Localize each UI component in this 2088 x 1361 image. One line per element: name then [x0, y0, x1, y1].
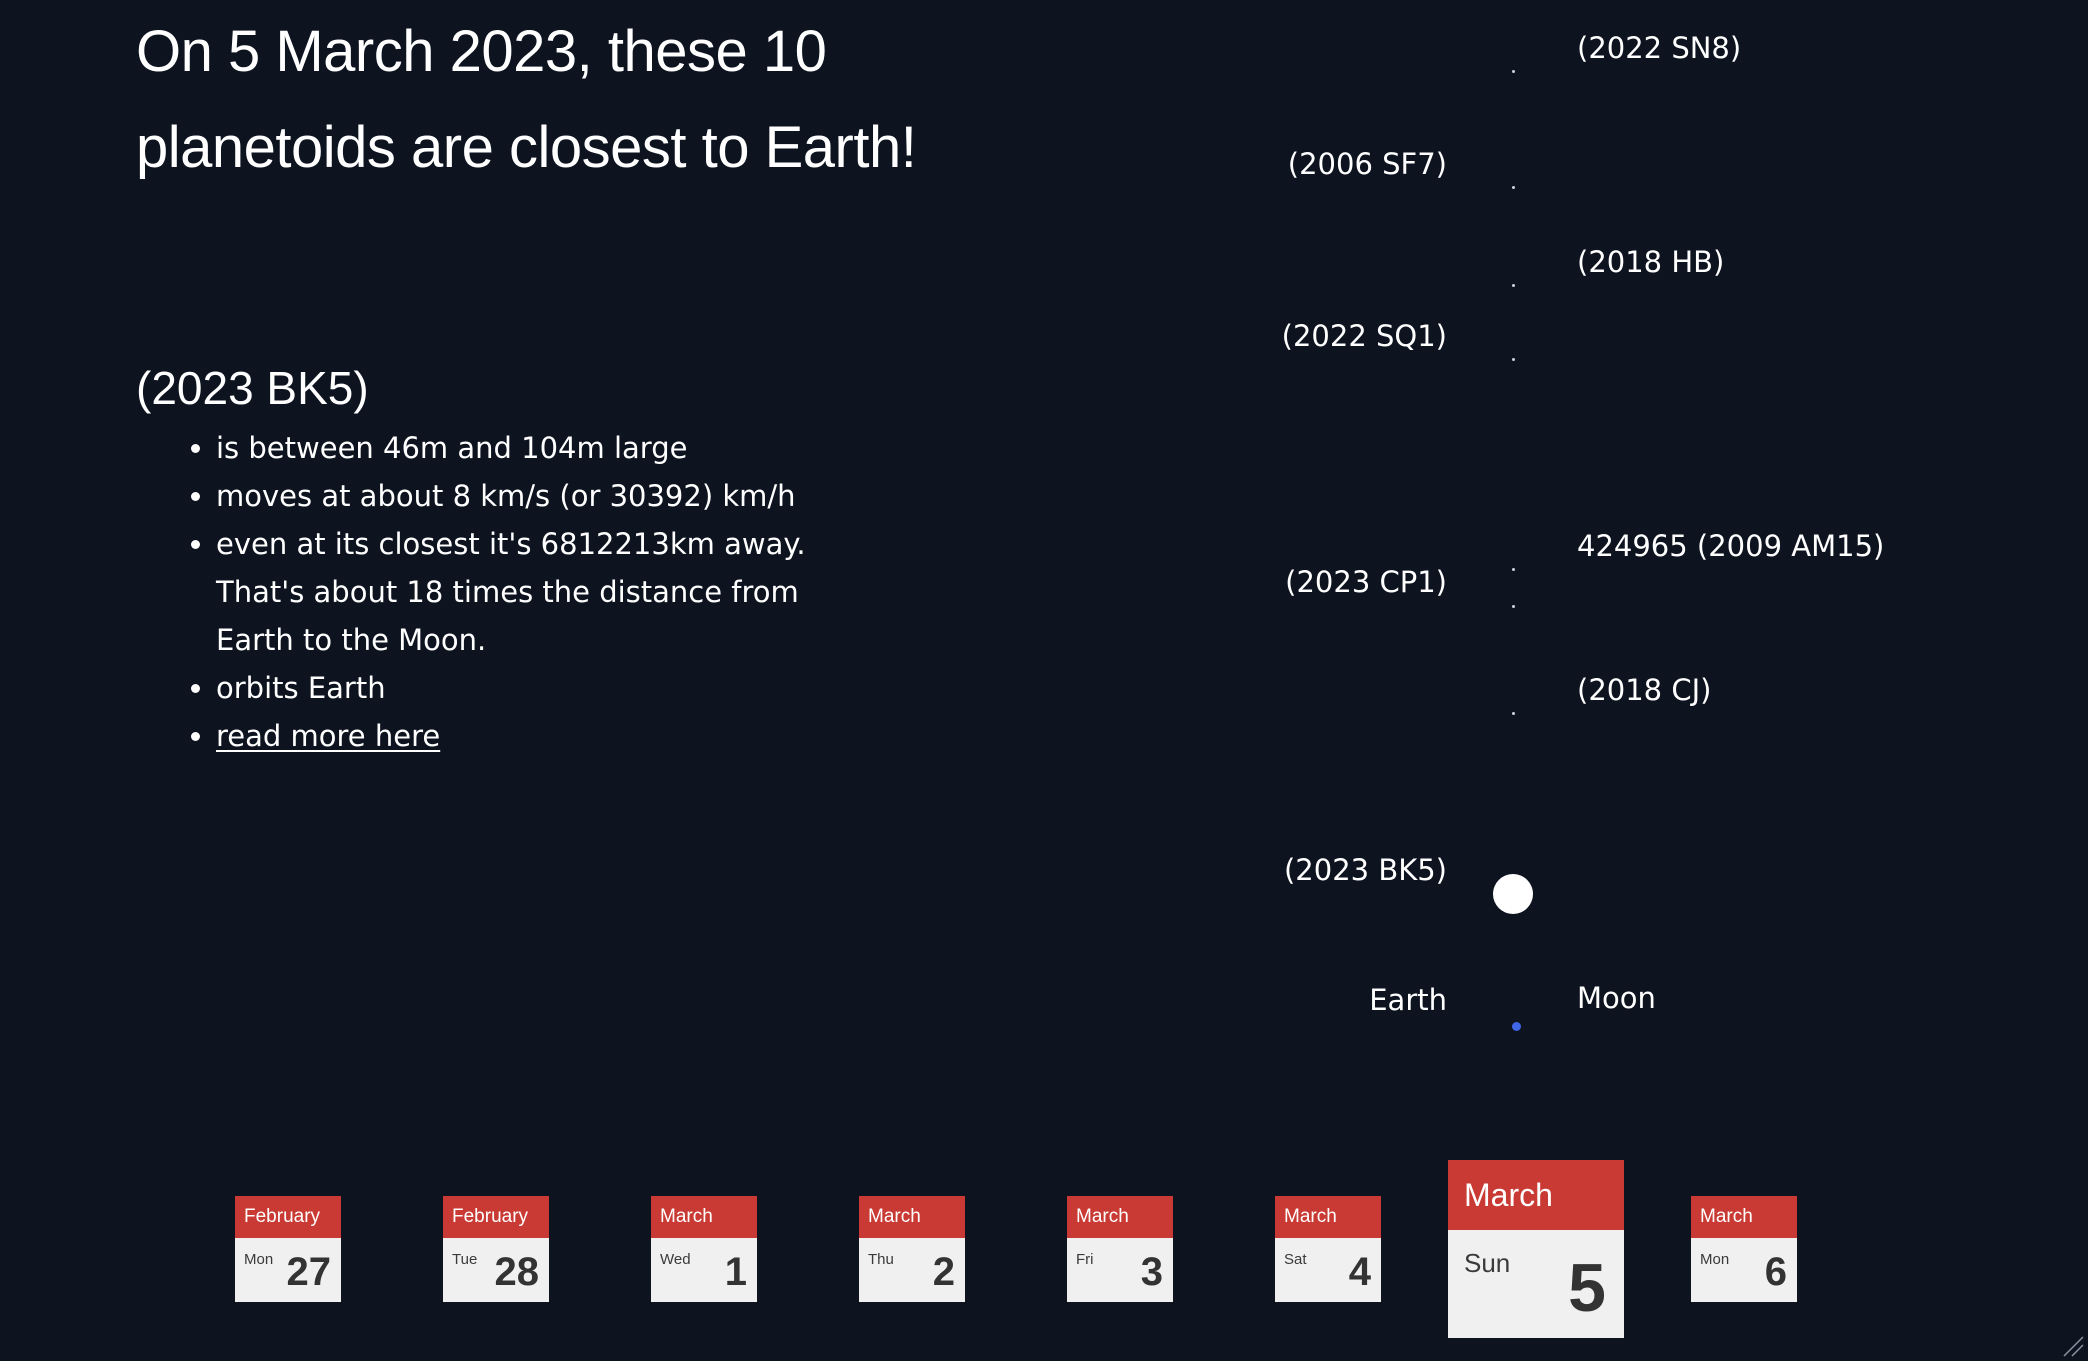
object-label-earth[interactable]: Earth: [1369, 983, 1447, 1017]
object-dot-2006-sf7[interactable]: [1512, 186, 1515, 189]
fact-orbit: orbits Earth: [216, 664, 856, 712]
calendar-day-number: 27: [286, 1250, 332, 1294]
object-dot-2018-hb[interactable]: [1512, 284, 1515, 287]
fact-speed: moves at about 8 km/s (or 30392) km/h: [216, 472, 856, 520]
page-title-line-2: planetoids are closest to Earth!: [136, 115, 917, 180]
fact-read-more: read more here: [216, 712, 856, 760]
object-dot-2018-cj[interactable]: [1512, 712, 1515, 715]
calendar-weekday-label: Mon: [1700, 1251, 1730, 1268]
calendar-month-label: March: [1067, 1196, 1173, 1238]
calendar-day-mar-2[interactable]: March Thu 2: [859, 1196, 965, 1302]
calendar-day-mar-5-selected[interactable]: March Sun 5: [1448, 1160, 1624, 1338]
object-dot-2009-am15[interactable]: [1512, 568, 1515, 571]
object-dot-2022-sq1[interactable]: [1512, 358, 1515, 361]
calendar-day-mar-3[interactable]: March Fri 3: [1067, 1196, 1173, 1302]
calendar-month-label: March: [1275, 1196, 1381, 1238]
object-label-moon[interactable]: Moon: [1577, 981, 1656, 1015]
resize-grip-icon[interactable]: [2062, 1335, 2084, 1357]
calendar-weekday-label: Sat: [1284, 1251, 1307, 1268]
page-title-line-1: On 5 March 2023, these 10: [136, 19, 827, 84]
fact-distance-line-3: Earth to the Moon.: [216, 623, 487, 657]
object-label-2009-am15[interactable]: 424965 (2009 AM15): [1577, 529, 1885, 563]
object-label-2006-sf7[interactable]: (2006 SF7): [1287, 147, 1447, 181]
fact-distance-line-1: even at its closest it's 6812213km away.: [216, 527, 806, 561]
read-more-link[interactable]: read more here: [216, 719, 441, 753]
fact-distance: even at its closest it's 6812213km away.…: [216, 520, 856, 664]
object-label-2022-sn8[interactable]: (2022 SN8): [1577, 31, 1742, 65]
calendar-day-number: 2: [932, 1250, 955, 1294]
object-label-2023-bk5[interactable]: (2023 BK5): [1283, 853, 1447, 887]
object-dot-2023-bk5[interactable]: [1493, 874, 1533, 914]
calendar-weekday-label: Mon: [244, 1251, 274, 1268]
calendar-weekday-label: Wed: [660, 1251, 691, 1268]
calendar-day-number: 28: [494, 1250, 540, 1294]
object-label-2018-hb[interactable]: (2018 HB): [1577, 245, 1725, 279]
calendar-month-label: March: [651, 1196, 757, 1238]
calendar-day-mar-6[interactable]: March Mon 6: [1691, 1196, 1797, 1302]
calendar-day-number: 4: [1348, 1250, 1371, 1294]
calendar-month-label: March: [1691, 1196, 1797, 1238]
calendar-month-label: February: [443, 1196, 549, 1238]
object-label-2023-cp1[interactable]: (2023 CP1): [1285, 565, 1447, 599]
selected-object-name: (2023 BK5): [136, 362, 369, 414]
calendar-weekday-label: Tue: [452, 1251, 478, 1268]
calendar-month-label: March: [1448, 1160, 1624, 1230]
object-label-2018-cj[interactable]: (2018 CJ): [1577, 673, 1712, 707]
calendar-weekday-label: Fri: [1076, 1251, 1094, 1268]
calendar-day-number: 5: [1568, 1250, 1606, 1326]
calendar-month-label: March: [859, 1196, 965, 1238]
fact-distance-line-2: That's about 18 times the distance from: [216, 575, 799, 609]
earth-dot[interactable]: [1512, 1022, 1521, 1031]
calendar-weekday-label: Thu: [868, 1251, 894, 1268]
object-dot-2022-sn8[interactable]: [1512, 70, 1515, 73]
calendar-day-feb-28[interactable]: February Tue 28: [443, 1196, 549, 1302]
calendar-day-mar-1[interactable]: March Wed 1: [651, 1196, 757, 1302]
calendar-month-label: February: [235, 1196, 341, 1238]
selected-object-facts: is between 46m and 104m large moves at a…: [164, 424, 856, 760]
object-label-2022-sq1[interactable]: (2022 SQ1): [1281, 319, 1447, 353]
calendar-weekday-label: Sun: [1464, 1248, 1511, 1278]
calendar-day-number: 1: [724, 1250, 747, 1294]
calendar-day-number: 3: [1140, 1250, 1163, 1294]
object-dot-2023-cp1[interactable]: [1512, 605, 1515, 608]
calendar-day-number: 6: [1764, 1250, 1787, 1294]
calendar-day-mar-4[interactable]: March Sat 4: [1275, 1196, 1381, 1302]
fact-size: is between 46m and 104m large: [216, 424, 856, 472]
calendar-day-feb-27[interactable]: February Mon 27: [235, 1196, 341, 1302]
page-title: On 5 March 2023, these 10 planetoids are…: [136, 4, 1036, 196]
